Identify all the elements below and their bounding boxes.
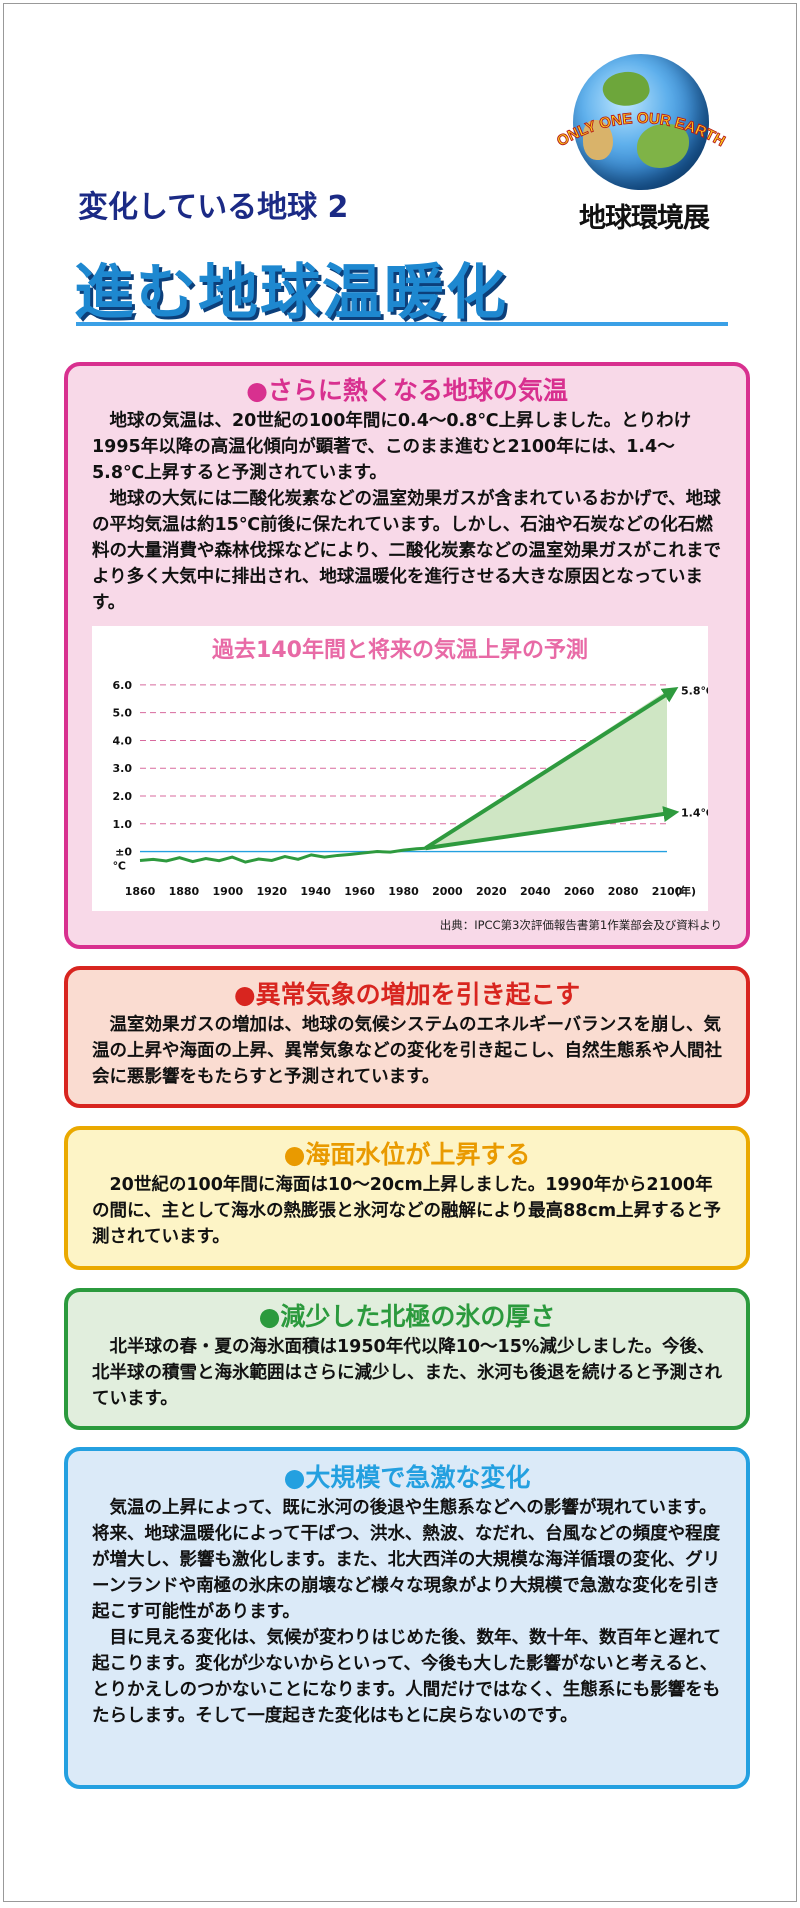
section-arctic-ice: ●減少した北極の氷の厚さ 北半球の春・夏の海氷面積は1950年代以降10〜15%… (64, 1288, 750, 1430)
data-label: 5.8℃ (681, 684, 708, 697)
section-sea-level: ●海面水位が上昇する 20世紀の100年間に海面は10〜20cm上昇しました。1… (64, 1126, 750, 1270)
section-heading: ●大規模で急激な変化 (283, 1463, 531, 1492)
x-tick-label: 1880 (169, 885, 200, 898)
chart-source: 出典：IPCC第3次評価報告書第1作業部会及び資料より (439, 918, 722, 932)
section-paragraph: 温室効果ガスの増加は、地球の気候システムのエネルギーバランスを崩し、気温の上昇や… (92, 1015, 722, 1087)
y-tick-label: ±0 (115, 846, 132, 859)
page-subtitle: 変化している地球 2 (78, 190, 349, 225)
x-tick-label: 1940 (300, 885, 331, 898)
x-tick-label: 1900 (213, 885, 244, 898)
section-heading: ●減少した北極の氷の厚さ (258, 1302, 556, 1331)
x-tick-label: 1860 (125, 885, 156, 898)
x-tick-label: 1960 (344, 885, 375, 898)
y-tick-label: 4.0 (113, 734, 133, 747)
page-title: 進む地球温暖化 (74, 258, 508, 328)
chart-title: 過去140年間と将来の気温上昇の予測 (212, 638, 588, 663)
x-tick-label: 2080 (608, 885, 639, 898)
x-tick-label: 2020 (476, 885, 507, 898)
temperature-chart: 過去140年間と将来の気温上昇の予測 ±0 1.0 2.0 3.0 4.0 5.0 6.0 ℃… (92, 626, 708, 911)
x-tick-label: 2040 (520, 885, 551, 898)
historical-temperature-line (139, 846, 426, 864)
section-paragraph: 北半球の春・夏の海氷面積は1950年代以降10〜15%減少しました。今後、北半球… (92, 1337, 722, 1409)
section-paragraph: 気温の上昇によって、既に氷河の後退や生態系などへの影響が現れています。将来、地球… (92, 1498, 721, 1622)
logo-arc-text: ONLY ONE OUR EARTH (554, 109, 729, 150)
logo-caption: 地球環境展 (579, 203, 710, 234)
x-tick-label: 1980 (388, 885, 419, 898)
section-paragraph: 地球の大気には二酸化炭素などの温室効果ガスが含まれているおかげで、地球の平均気温… (92, 489, 721, 613)
section-extreme-weather: ●異常気象の増加を引き起こす 温室効果ガスの増加は、地球の気候システムのエネルギ… (64, 966, 750, 1108)
poster-panel: ONLY ONE OUR EARTH 地球環境展 変化している地球 2 進む地球… (3, 3, 797, 1902)
section-paragraph: 20世紀の100年間に海面は10〜20cm上昇しました。1990年から2100年… (92, 1175, 722, 1247)
section-heading: ●海面水位が上昇する (283, 1140, 531, 1169)
y-tick-label: 6.0 (113, 679, 133, 692)
title-underline (76, 322, 728, 326)
x-tick-label: 2100 (652, 885, 683, 898)
y-tick-label: 2.0 (113, 790, 133, 803)
chart-svg: ±0 1.0 2.0 3.0 4.0 5.0 6.0 ℃ 1860 1880 1900 1920 194… (113, 679, 709, 898)
section-heading: ●さらに熱くなる地球の気温 (246, 376, 568, 405)
section-heading: ●異常気象の増加を引き起こす (233, 980, 581, 1009)
y-tick-label: 3.0 (113, 762, 133, 775)
earth-logo: ONLY ONE OUR EARTH 地球環境展 (549, 44, 739, 239)
data-label: 1.4℃ (681, 807, 708, 820)
x-axis-label: (年) (675, 884, 696, 898)
section-rising-temperature: ●さらに熱くなる地球の気温 地球の気温は、20世紀の100年間に0.4〜0.8℃… (64, 362, 750, 949)
projection-low-arrow (425, 806, 680, 851)
globe-icon (573, 54, 709, 190)
x-tick-label: 2060 (564, 885, 595, 898)
x-tick-label: 1920 (256, 885, 287, 898)
y-axis-label: ℃ (113, 860, 126, 873)
x-tick-label: 2000 (432, 885, 463, 898)
svg-text:ONLY ONE OUR EARTH: ONLY ONE OUR EARTH (554, 110, 728, 150)
y-tick-label: 1.0 (113, 818, 133, 831)
section-abrupt-change: ●大規模で急激な変化 気温の上昇によって、既に氷河の後退や生態系などへの影響が現… (64, 1447, 750, 1789)
section-paragraph: 地球の気温は、20世紀の100年間に0.4〜0.8℃上昇しました。とりわけ199… (92, 411, 692, 483)
projection-high-arrow (424, 687, 679, 850)
y-tick-label: 5.0 (113, 707, 133, 720)
section-paragraph: 目に見える変化は、気候が変わりはじめた後、数年、数十年、数百年と遅れて起こります… (92, 1628, 721, 1726)
